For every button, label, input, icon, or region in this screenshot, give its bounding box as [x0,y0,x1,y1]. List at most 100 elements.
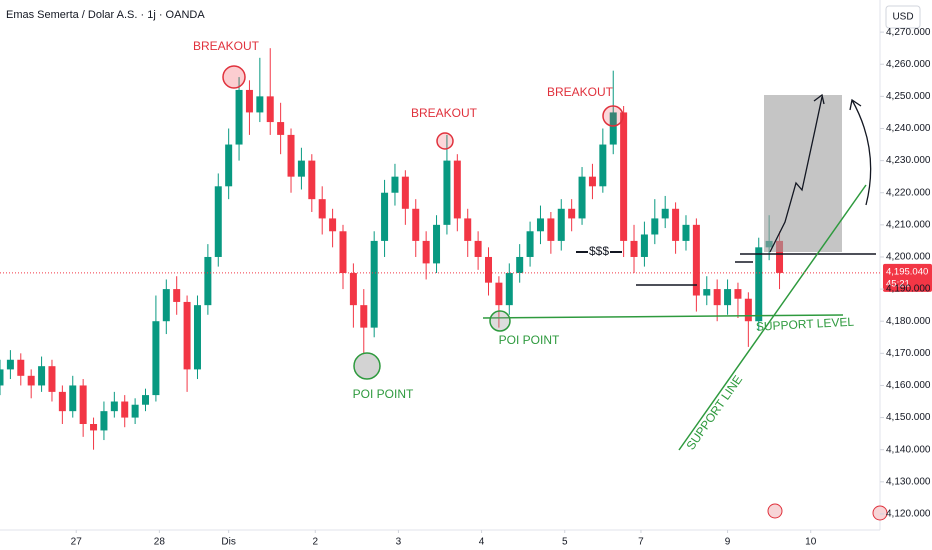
x-tick-label: 27 [71,537,83,548]
candle-body [121,401,129,418]
candle-body [100,411,108,431]
annotation: BREAKOUT [193,39,260,53]
y-tick-label: 4,200.000 [886,252,931,263]
candle-body [90,424,98,431]
candle-body [110,401,118,412]
candle-body [443,160,451,225]
currency[interactable]: USD [892,12,913,23]
poi-circle [489,310,511,332]
candle-body [183,301,191,370]
candle-body [547,218,555,241]
candle-body [734,289,742,299]
y-tick-label: 4,130.000 [886,476,931,487]
candle-body [703,289,711,296]
y-tick-label: 4,190.000 [886,284,931,295]
candle-body [682,224,690,241]
candle-body [568,208,576,219]
candle-body [329,218,337,232]
candle-body [225,144,233,187]
target-box [764,95,842,252]
candle-body [266,96,274,123]
candle-body [48,366,56,392]
candle-body [79,385,87,424]
candle-body [620,112,628,241]
candle-body [661,208,669,219]
event-icon[interactable] [767,503,783,519]
candle-body [485,256,493,283]
candle-body [142,395,150,405]
candle-body [318,199,326,219]
annotation: POI POINT [499,333,560,347]
candle-body [349,273,357,306]
candle-body [370,240,378,328]
candle-body [277,122,285,135]
candle-body [256,96,264,113]
candle-body [744,298,752,322]
y-tick-label: 4,150.000 [886,412,931,423]
candle-body [557,208,565,241]
y-tick-label: 4,140.000 [886,444,931,455]
x-tick-label: 7 [638,537,644,548]
y-tick-label: 4,170.000 [886,348,931,359]
candle-body [412,208,420,241]
x-tick-label: 2 [312,537,318,548]
candle-body [173,289,181,302]
candle-body [776,240,784,273]
x-tick-label: 28 [154,537,166,548]
candle-body [360,305,368,328]
x-tick-label: 4 [479,537,485,548]
candle-body [464,218,472,241]
event-icon[interactable] [872,505,888,521]
last-price-label: 4,195.040 [886,266,928,277]
y-tick-label: 4,180.000 [886,316,931,327]
y-tick-label: 4,220.000 [886,187,931,198]
candle-body [651,218,659,235]
candle-body [640,234,648,257]
candle-body [599,144,607,187]
x-tick-label: Dis [221,537,235,548]
zigzag-arrow [769,96,823,253]
breakout-circle [222,65,246,89]
curved-arrow [851,99,872,206]
candle-body [17,359,25,376]
y-tick-label: 4,120.000 [886,509,931,520]
candle-body [401,176,409,209]
x-tick-label: 3 [396,537,402,548]
candle-body [131,404,139,418]
candle-body [214,186,222,257]
candle-body [235,89,243,145]
candle-body [505,273,513,306]
candle-body [755,247,763,322]
candle-body [381,192,389,241]
candle-body [474,240,482,257]
candle-body [193,305,201,370]
last-price-box [883,263,932,292]
x-tick-label: 10 [805,537,817,548]
candle-body [578,176,586,219]
candle-body [287,134,295,177]
candle-body [58,391,66,412]
x-tick-label: 9 [725,537,731,548]
breakout-circle [602,105,624,127]
candle-body [38,366,46,386]
y-tick-label: 4,270.000 [886,27,931,38]
candle-body [630,240,638,257]
currency-button[interactable] [885,5,921,29]
annotation: BREAKOUT [411,106,478,120]
candle-body [516,256,524,274]
x-tick-label: 5 [562,537,568,548]
candle-body [339,231,347,274]
candle-body [0,369,4,386]
poi-circle [353,352,381,380]
candle-body [495,282,503,306]
candle-body [609,112,617,145]
candle-body [308,160,316,200]
candle-body [724,289,732,306]
candle-body [433,224,441,264]
y-tick-label: 4,260.000 [886,59,931,70]
y-tick-label: 4,230.000 [886,155,931,166]
